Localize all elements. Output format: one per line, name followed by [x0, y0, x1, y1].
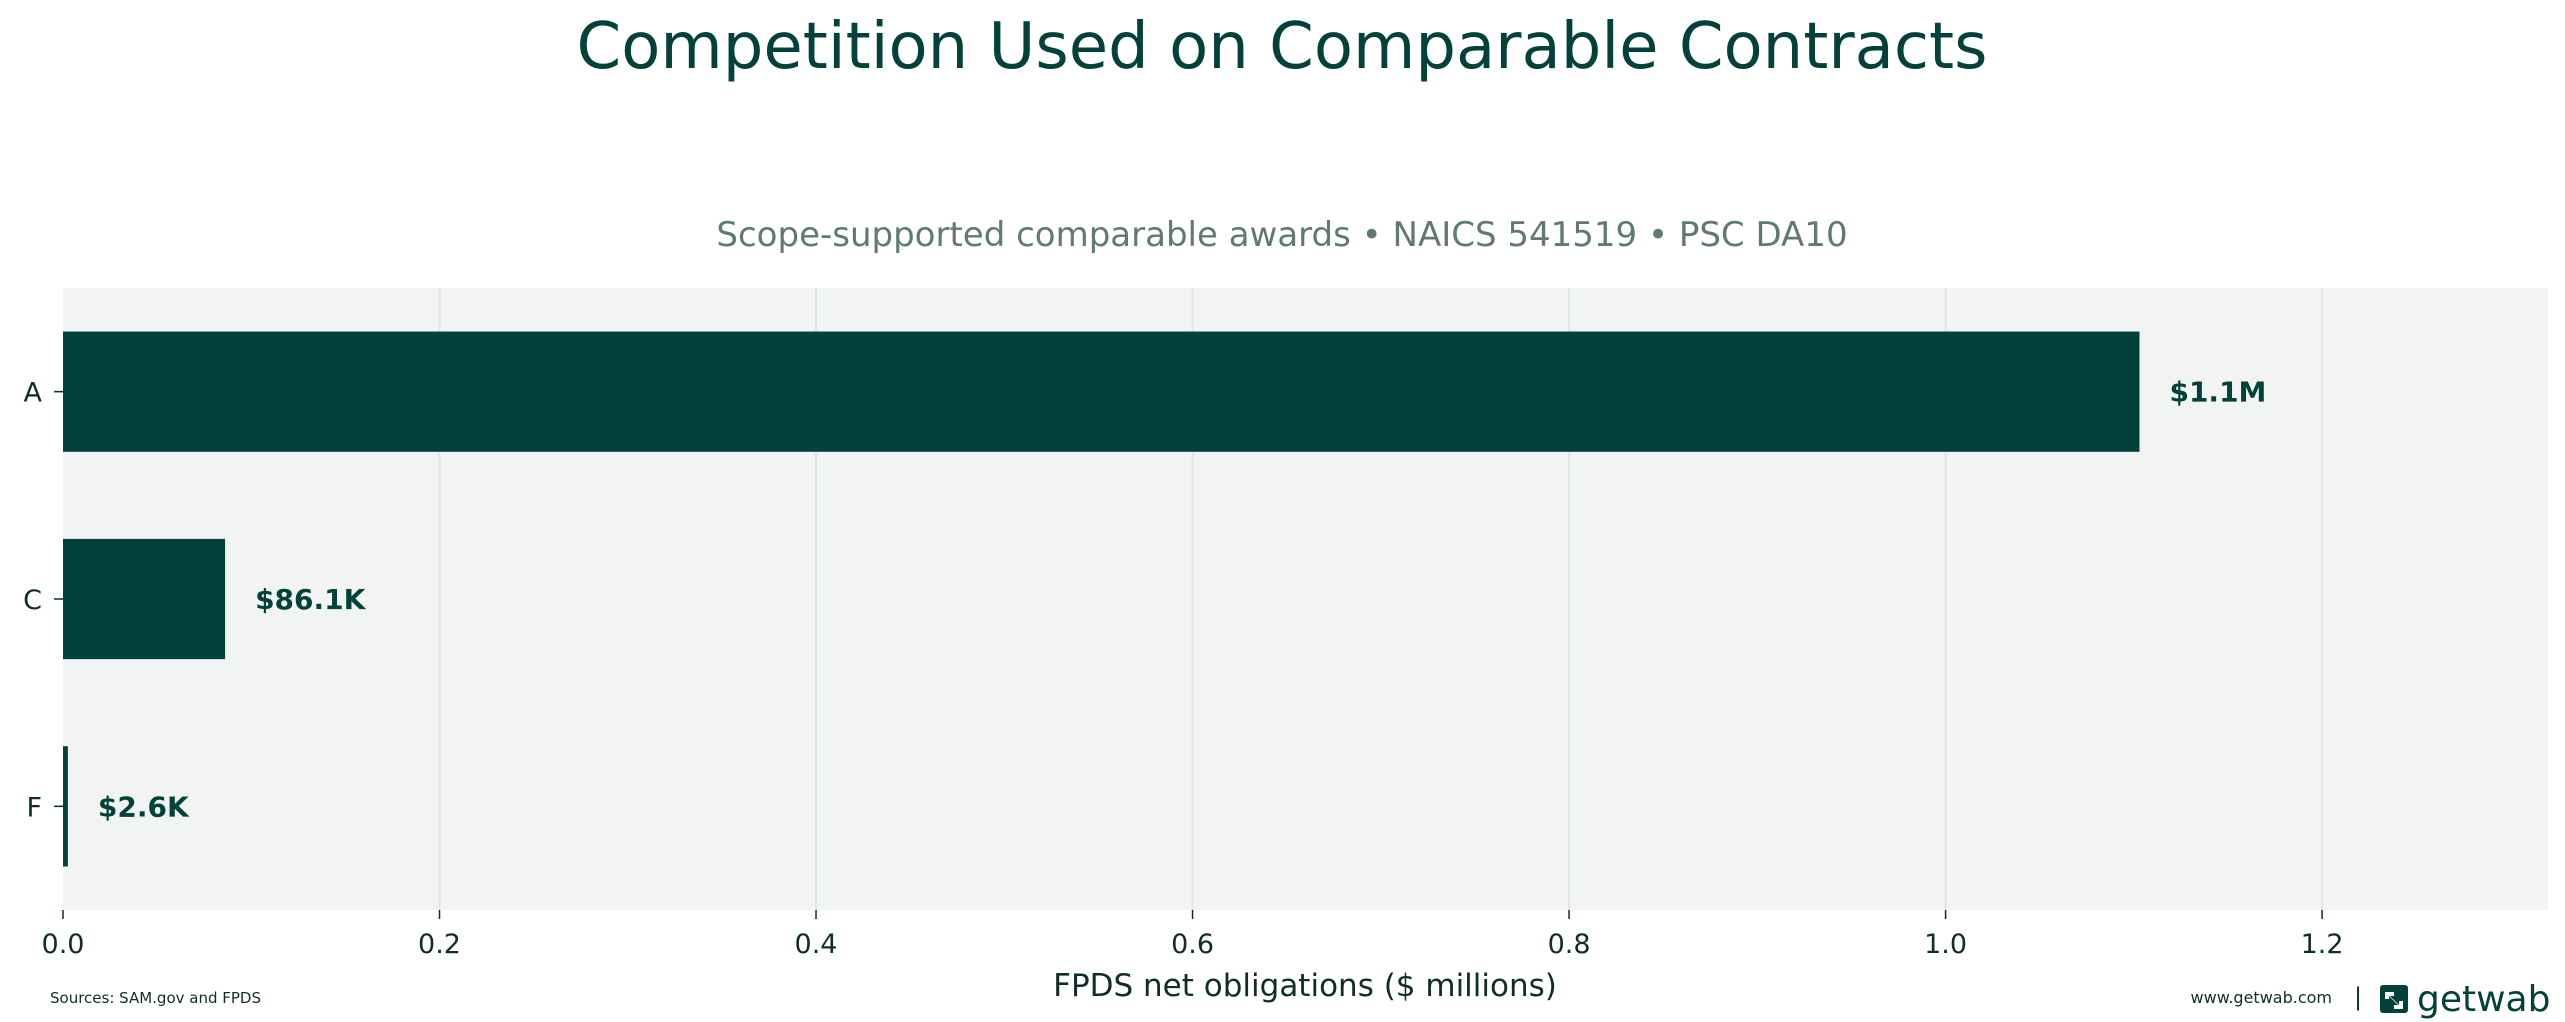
- x-tick-label: 0.0: [42, 929, 85, 960]
- bar-A: [63, 331, 2140, 452]
- x-axis-label: FPDS net obligations ($ millions): [1053, 968, 1557, 1004]
- x-tick-label: 0.8: [1548, 929, 1591, 960]
- x-tick-label: 1.0: [1924, 929, 1967, 960]
- chart-title: Competition Used on Comparable Contracts: [577, 10, 1988, 84]
- bars: [63, 331, 2140, 867]
- brand-wordmark: getwab: [2417, 979, 2550, 1020]
- bar-C: [63, 538, 226, 660]
- y-tick-label-A: A: [24, 378, 43, 409]
- getwab-logo-icon: [2380, 985, 2408, 1013]
- data-label-F: $2.6K: [98, 790, 190, 823]
- footer-separator: |: [2354, 983, 2362, 1011]
- y-tick-label-F: F: [26, 792, 42, 823]
- x-tick-label: 0.4: [795, 929, 838, 960]
- data-labels: $1.1M $86.1K $2.6K: [98, 376, 2267, 824]
- sources-note: Sources: SAM.gov and FPDS: [50, 989, 261, 1007]
- x-tick-label: 0.2: [418, 929, 461, 960]
- y-tick-label-C: C: [23, 585, 42, 616]
- x-tick-label: 1.2: [2301, 929, 2344, 960]
- chart-subtitle: Scope-supported comparable awards • NAIC…: [716, 215, 1847, 255]
- data-label-C: $86.1K: [255, 583, 367, 616]
- website-link[interactable]: www.getwab.com: [2191, 988, 2332, 1007]
- y-axis: A C F: [23, 378, 63, 823]
- data-label-A: $1.1M: [2169, 376, 2266, 409]
- x-axis: 0.0 0.2 0.4 0.6 0.8 1.0 1.2: [42, 910, 2344, 960]
- bar-F: [63, 746, 68, 867]
- x-tick-label: 0.6: [1171, 929, 1214, 960]
